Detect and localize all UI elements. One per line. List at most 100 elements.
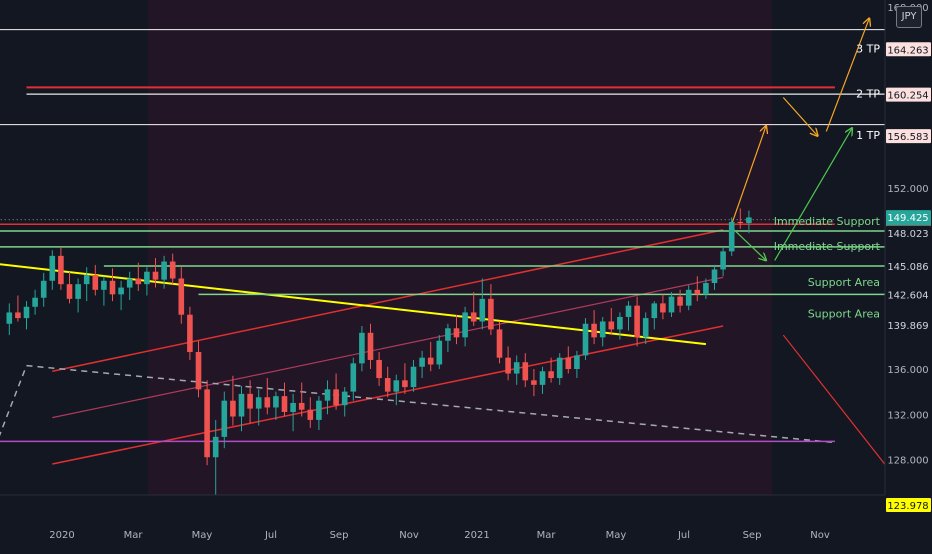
candle-body — [591, 323, 597, 338]
x-tick-label: Jul — [677, 530, 690, 541]
candle-body — [281, 396, 288, 412]
projection-arrow — [782, 97, 817, 136]
price-tag-label: 160.254 — [887, 91, 928, 102]
candle-body — [23, 306, 30, 319]
candle-body — [15, 312, 21, 319]
candle-body — [221, 400, 228, 437]
candle-body — [195, 352, 202, 390]
candle-body — [324, 389, 331, 401]
x-tick-label: Mar — [124, 530, 144, 541]
candle-body — [316, 400, 322, 420]
level-label: 2 TP — [856, 88, 880, 101]
level-label: 3 TP — [856, 42, 880, 55]
price-tag-label: 123.978 — [887, 501, 928, 512]
y-tick-label: 136.000 — [887, 365, 928, 376]
candle-body — [298, 402, 305, 410]
level-label: Support Area — [808, 276, 880, 289]
price-tag — [886, 318, 931, 333]
candle-body — [728, 221, 735, 252]
candle-body — [126, 278, 133, 288]
x-tick-label: Nov — [810, 530, 830, 541]
candle-body — [660, 303, 666, 313]
candle-body — [436, 340, 443, 365]
candle-body — [290, 402, 296, 412]
candle-body — [574, 355, 580, 369]
candle-body — [273, 396, 279, 408]
candle-body — [513, 362, 520, 374]
candle-body — [75, 284, 81, 299]
candle-body — [101, 280, 107, 290]
candle-body — [83, 275, 90, 285]
candle-body — [161, 261, 167, 280]
candle-body — [187, 314, 193, 353]
candle-body — [505, 357, 511, 374]
x-tick-label: Sep — [330, 530, 349, 541]
candle-body — [531, 380, 537, 385]
level-label: 1 TP — [856, 129, 880, 142]
time-axis-background — [0, 495, 885, 550]
candle-body — [247, 393, 253, 409]
currency-badge[interactable]: JPY — [896, 6, 922, 28]
candle-body — [642, 318, 649, 338]
projection-arrow — [825, 18, 869, 132]
trend-line — [26, 364, 835, 444]
x-tick-label: May — [606, 530, 627, 541]
price-tag-label: 156.583 — [887, 132, 928, 143]
candle-body — [522, 362, 529, 381]
x-tick-label: 2020 — [49, 530, 74, 541]
candle-body — [462, 312, 468, 338]
trend-line — [0, 365, 28, 437]
candle-body — [445, 328, 451, 341]
candle-body — [711, 269, 718, 284]
candle-body — [333, 389, 339, 406]
price-tag — [886, 87, 931, 102]
candle-body — [419, 357, 425, 367]
candle-body — [746, 217, 752, 224]
candle-body — [427, 357, 434, 365]
candle-body — [634, 305, 640, 338]
candle-body — [410, 366, 417, 388]
projection-arrow — [731, 227, 766, 261]
candle-body — [376, 359, 382, 379]
candle-body — [737, 221, 744, 224]
candle-body — [58, 255, 64, 285]
x-tick-label: Jul — [264, 530, 277, 541]
candle-body — [548, 371, 554, 379]
candle-body — [556, 357, 563, 379]
candle-body — [230, 400, 236, 417]
price-tag — [886, 42, 931, 57]
candle-body — [6, 312, 13, 324]
candle-body — [118, 287, 124, 295]
price-tag-label: 149.425 — [887, 213, 928, 224]
candle-body — [49, 255, 56, 281]
candle-body — [92, 275, 99, 290]
candle-body — [66, 284, 73, 299]
price-tag-label: 164.263 — [887, 45, 928, 56]
candle-body — [496, 329, 503, 358]
price-tag — [886, 210, 931, 225]
candle-body — [350, 363, 357, 392]
x-tick-label: Mar — [537, 530, 557, 541]
candle-body — [169, 261, 176, 279]
candle-body — [625, 305, 632, 317]
candle-body — [488, 298, 494, 330]
candle-body — [539, 371, 546, 385]
price-tag — [886, 259, 931, 274]
level-label: Support Area — [808, 308, 880, 321]
candle-body — [255, 397, 262, 409]
price-tag-label: 142.604 — [887, 290, 928, 301]
candle-body — [152, 271, 159, 280]
candle-body — [393, 380, 400, 392]
candle-body — [651, 303, 658, 319]
candle-body — [204, 389, 210, 458]
candle-body — [668, 296, 675, 313]
y-tick-label: 128.000 — [887, 456, 928, 467]
candle-body — [565, 357, 572, 369]
candle-body — [144, 271, 150, 285]
candle-body — [720, 251, 726, 270]
candle-body — [264, 397, 271, 408]
price-tag-label: 145.086 — [887, 262, 928, 273]
candle-body — [384, 378, 391, 392]
